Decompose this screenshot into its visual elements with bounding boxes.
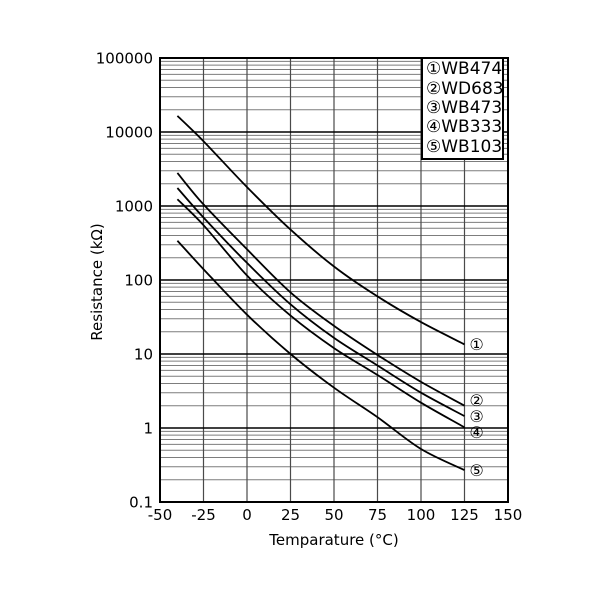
- y-tick-label: 10: [134, 345, 153, 363]
- legend-marker-icon: ③: [426, 97, 442, 118]
- legend-marker-icon: ⑤: [426, 136, 442, 157]
- plot-border: [159, 57, 509, 503]
- curve-WB103: [176, 240, 465, 471]
- legend-label: WD683: [441, 78, 504, 99]
- curve-WD683: [176, 172, 465, 407]
- y-tick-label: 100: [124, 271, 153, 289]
- y-tick-label: 1000: [115, 197, 153, 215]
- curve-end-marker-WB103: ⑤: [469, 461, 483, 480]
- legend-box: ① WB474 ② WD683 ③ WB473 ④ WB333 ⑤ WB103: [421, 57, 504, 160]
- y-axis-title: Resistance (kΩ): [88, 223, 106, 341]
- legend-marker-icon: ②: [426, 78, 442, 99]
- y-tick-label: 0.1: [129, 493, 153, 511]
- legend-label: WB473: [441, 97, 503, 118]
- curve-WB473: [176, 187, 465, 417]
- legend-marker-icon: ①: [426, 59, 442, 80]
- legend-item-WD683: ② WD683: [426, 78, 504, 99]
- curve-end-marker-WB474: ①: [469, 335, 483, 354]
- x-tick-label: -50: [148, 506, 173, 524]
- curve-WB333: [176, 198, 465, 429]
- y-tick-label: 10000: [105, 123, 153, 141]
- x-tick-label: 0: [242, 506, 252, 524]
- curve-end-marker-WB473: ③: [469, 407, 483, 426]
- legend-label: WB103: [441, 136, 503, 157]
- y-tick-label: 1: [143, 419, 153, 437]
- legend-item-WB473: ③ WB473: [426, 97, 503, 118]
- curve-end-marker-WB333: ④: [469, 423, 483, 442]
- curve-end-marker-WD683: ②: [469, 391, 483, 410]
- legend-label: WB474: [441, 59, 503, 80]
- legend-marker-icon: ④: [426, 117, 442, 138]
- x-tick-label: 125: [450, 506, 479, 524]
- x-tick-label: 50: [324, 506, 343, 524]
- x-axis-title: Temparature (°C): [269, 531, 399, 549]
- legend-label: WB333: [441, 117, 503, 138]
- x-tick-label: 75: [368, 506, 387, 524]
- x-tick-label: 150: [494, 506, 523, 524]
- y-tick-label: 100000: [96, 49, 153, 67]
- x-tick-label: 100: [407, 506, 436, 524]
- x-tick-label: 25: [281, 506, 300, 524]
- legend-item-WB103: ⑤ WB103: [426, 136, 503, 157]
- curve-WB474: [176, 115, 465, 346]
- x-tick-label: -25: [191, 506, 216, 524]
- legend-item-WB333: ④ WB333: [426, 119, 502, 136]
- legend-item-WB474: ① WB474: [426, 61, 502, 78]
